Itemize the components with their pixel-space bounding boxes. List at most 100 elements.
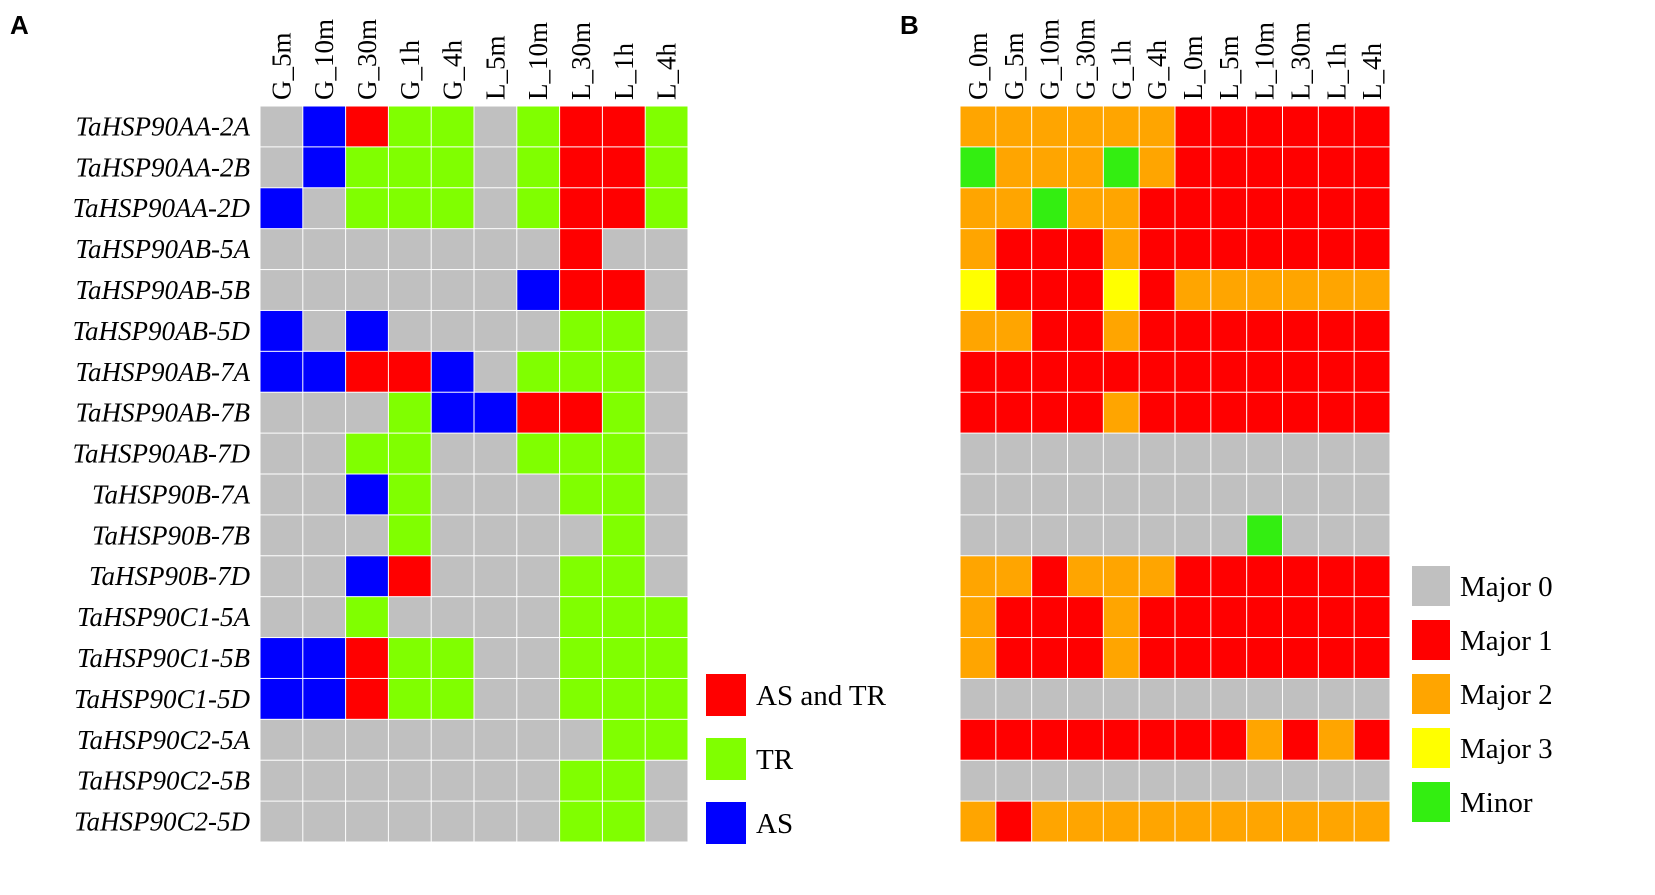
- heatmap-cell: [960, 801, 996, 842]
- legend-swatch: [1412, 674, 1450, 714]
- heatmap-cell: [346, 188, 388, 229]
- heatmap-cell: [1247, 474, 1282, 515]
- heatmap-cell: [260, 147, 303, 188]
- heatmap-cell: [1068, 719, 1103, 760]
- heatmap-cell: [560, 515, 602, 556]
- heatmap-cell: [388, 556, 431, 597]
- heatmap-cell: [388, 760, 431, 801]
- heatmap-cell: [1139, 801, 1175, 842]
- heatmap-cell: [346, 760, 388, 801]
- heatmap-cell: [1068, 597, 1103, 638]
- heatmap-cell: [960, 106, 996, 147]
- row-label: TaHSP90C1-5A: [77, 602, 251, 632]
- heatmap-cell: [560, 638, 602, 678]
- heatmap-cell: [560, 556, 602, 597]
- heatmap-cell: [645, 351, 688, 392]
- heatmap-cell: [1032, 310, 1067, 351]
- heatmap-cell: [431, 188, 474, 229]
- heatmap-cell: [996, 719, 1032, 760]
- heatmap-cell: [388, 270, 431, 310]
- heatmap-cell: [260, 515, 303, 556]
- heatmap-cell: [431, 229, 474, 270]
- heatmap-cell: [996, 392, 1032, 433]
- heatmap-cell: [1032, 801, 1067, 842]
- heatmap-cell: [645, 556, 688, 597]
- heatmap-cell: [303, 515, 346, 556]
- heatmap-cell: [560, 678, 602, 719]
- legend-swatch: [706, 674, 746, 716]
- heatmap-cell: [1032, 106, 1067, 147]
- heatmap-cell: [1318, 678, 1354, 719]
- heatmap-cell: [602, 719, 645, 760]
- heatmap-cell: [474, 351, 517, 392]
- heatmap-cell: [1068, 392, 1103, 433]
- heatmap-cell: [1032, 597, 1067, 638]
- heatmap-cell: [1247, 147, 1282, 188]
- heatmap-cell: [1283, 433, 1318, 474]
- heatmap-cell: [517, 678, 560, 719]
- heatmap-cell: [388, 351, 431, 392]
- heatmap-cell: [560, 433, 602, 474]
- heatmap-cell: [474, 638, 517, 678]
- heatmap-cell: [260, 351, 303, 392]
- heatmap-cell: [1103, 474, 1139, 515]
- column-label: G_30m: [1070, 19, 1100, 100]
- heatmap-cell: [388, 638, 431, 678]
- heatmap-cell: [1211, 760, 1247, 801]
- heatmap-cell: [645, 597, 688, 638]
- heatmap-cell: [560, 474, 602, 515]
- legend-swatch: [1412, 782, 1450, 822]
- heatmap-cell: [1175, 310, 1211, 351]
- row-label: TaHSP90B-7D: [89, 561, 251, 591]
- heatmap-cell: [1103, 351, 1139, 392]
- heatmap-cell: [431, 351, 474, 392]
- heatmap-cell: [1354, 147, 1390, 188]
- heatmap-cell: [474, 760, 517, 801]
- heatmap-cell: [1283, 719, 1318, 760]
- heatmap-cell: [517, 351, 560, 392]
- heatmap-cell: [1354, 678, 1390, 719]
- heatmap-cell: [1068, 310, 1103, 351]
- heatmap-cell: [431, 270, 474, 310]
- heatmap-cell: [346, 310, 388, 351]
- heatmap-cell: [1139, 351, 1175, 392]
- heatmap-cell: [260, 760, 303, 801]
- heatmap-cell: [645, 678, 688, 719]
- heatmap-b: G_0m G_5m G_10m G_30m G_1h G_4h L_0m L_5m L_10m L…: [960, 19, 1553, 842]
- heatmap-cell: [560, 597, 602, 638]
- heatmap-cell: [388, 310, 431, 351]
- heatmap-cell: [346, 638, 388, 678]
- heatmap-cell: [517, 188, 560, 229]
- heatmap-cell: [260, 801, 303, 842]
- heatmap-cell: [602, 392, 645, 433]
- heatmap-cell: [1103, 638, 1139, 678]
- heatmap-cell: [388, 597, 431, 638]
- heatmap-cell: [602, 678, 645, 719]
- heatmap-cell: [1283, 556, 1318, 597]
- heatmap-cell: [517, 270, 560, 310]
- heatmap-cell: [645, 515, 688, 556]
- heatmap-cell: [1354, 597, 1390, 638]
- heatmap-cell: [960, 638, 996, 678]
- heatmap-cell: [474, 515, 517, 556]
- heatmap-cell: [645, 229, 688, 270]
- heatmap-cell: [1175, 638, 1211, 678]
- heatmap-cell: [346, 556, 388, 597]
- heatmap-cell: [260, 638, 303, 678]
- heatmap-cell: [303, 433, 346, 474]
- heatmap-cell: [1211, 556, 1247, 597]
- heatmap-cell: [517, 474, 560, 515]
- heatmap-cell: [960, 515, 996, 556]
- heatmap-cell: [1175, 270, 1211, 310]
- heatmap-cell: [560, 310, 602, 351]
- heatmap-cell: [1283, 760, 1318, 801]
- heatmap-cell: [1318, 310, 1354, 351]
- heatmap-cell: [431, 760, 474, 801]
- legend-label: Major 0: [1460, 571, 1553, 603]
- heatmap-cell: [1211, 638, 1247, 678]
- heatmap-cell: [474, 229, 517, 270]
- heatmap-cell: [517, 392, 560, 433]
- heatmap-cell: [1068, 474, 1103, 515]
- heatmap-cell: [1175, 433, 1211, 474]
